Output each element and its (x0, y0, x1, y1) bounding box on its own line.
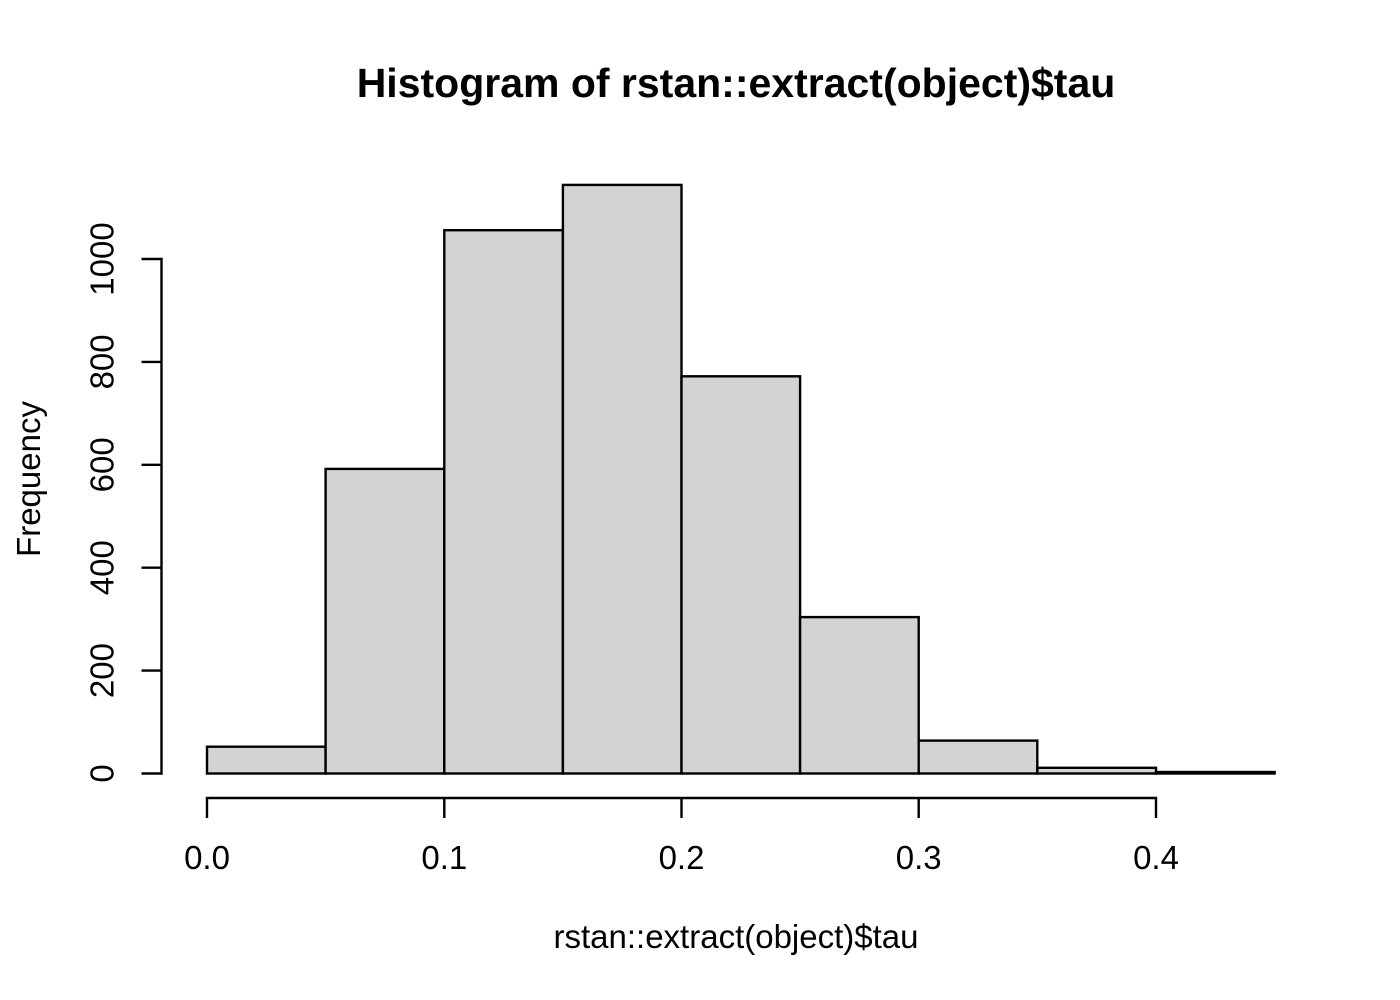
histogram-bar (324, 467, 446, 775)
x-axis: 0.0 0.1 0.2 0.3 0.4 (184, 796, 1179, 876)
x-tick-label: 0.0 (184, 839, 230, 876)
histogram-bar (1154, 770, 1276, 775)
x-tick-label: 0.3 (896, 839, 942, 876)
y-tick-label: 800 (84, 334, 121, 389)
histogram-bar (561, 183, 683, 775)
histogram-bar (443, 228, 565, 775)
y-tick-label: 1000 (84, 222, 121, 295)
y-axis-title: Frequency (10, 401, 47, 557)
histogram-bar (1036, 766, 1158, 775)
x-tick-label: 0.4 (1133, 839, 1179, 876)
y-axis: 0 200 400 600 800 1000 (84, 222, 163, 783)
histogram-bar (917, 739, 1039, 775)
x-tick-label: 0.1 (421, 839, 467, 876)
histogram-bar (205, 745, 327, 775)
histogram-bar (680, 375, 802, 775)
chart-title: Histogram of rstan::extract(object)$tau (357, 60, 1116, 106)
y-tick-label: 200 (84, 643, 121, 698)
y-tick-label: 400 (84, 540, 121, 595)
y-tick-label: 0 (84, 764, 121, 782)
x-axis-title: rstan::extract(object)$tau (554, 918, 919, 955)
x-tick-label: 0.2 (659, 839, 705, 876)
histogram-bars-group (205, 183, 1276, 775)
y-tick-label: 600 (84, 437, 121, 492)
histogram-bar (798, 615, 920, 775)
